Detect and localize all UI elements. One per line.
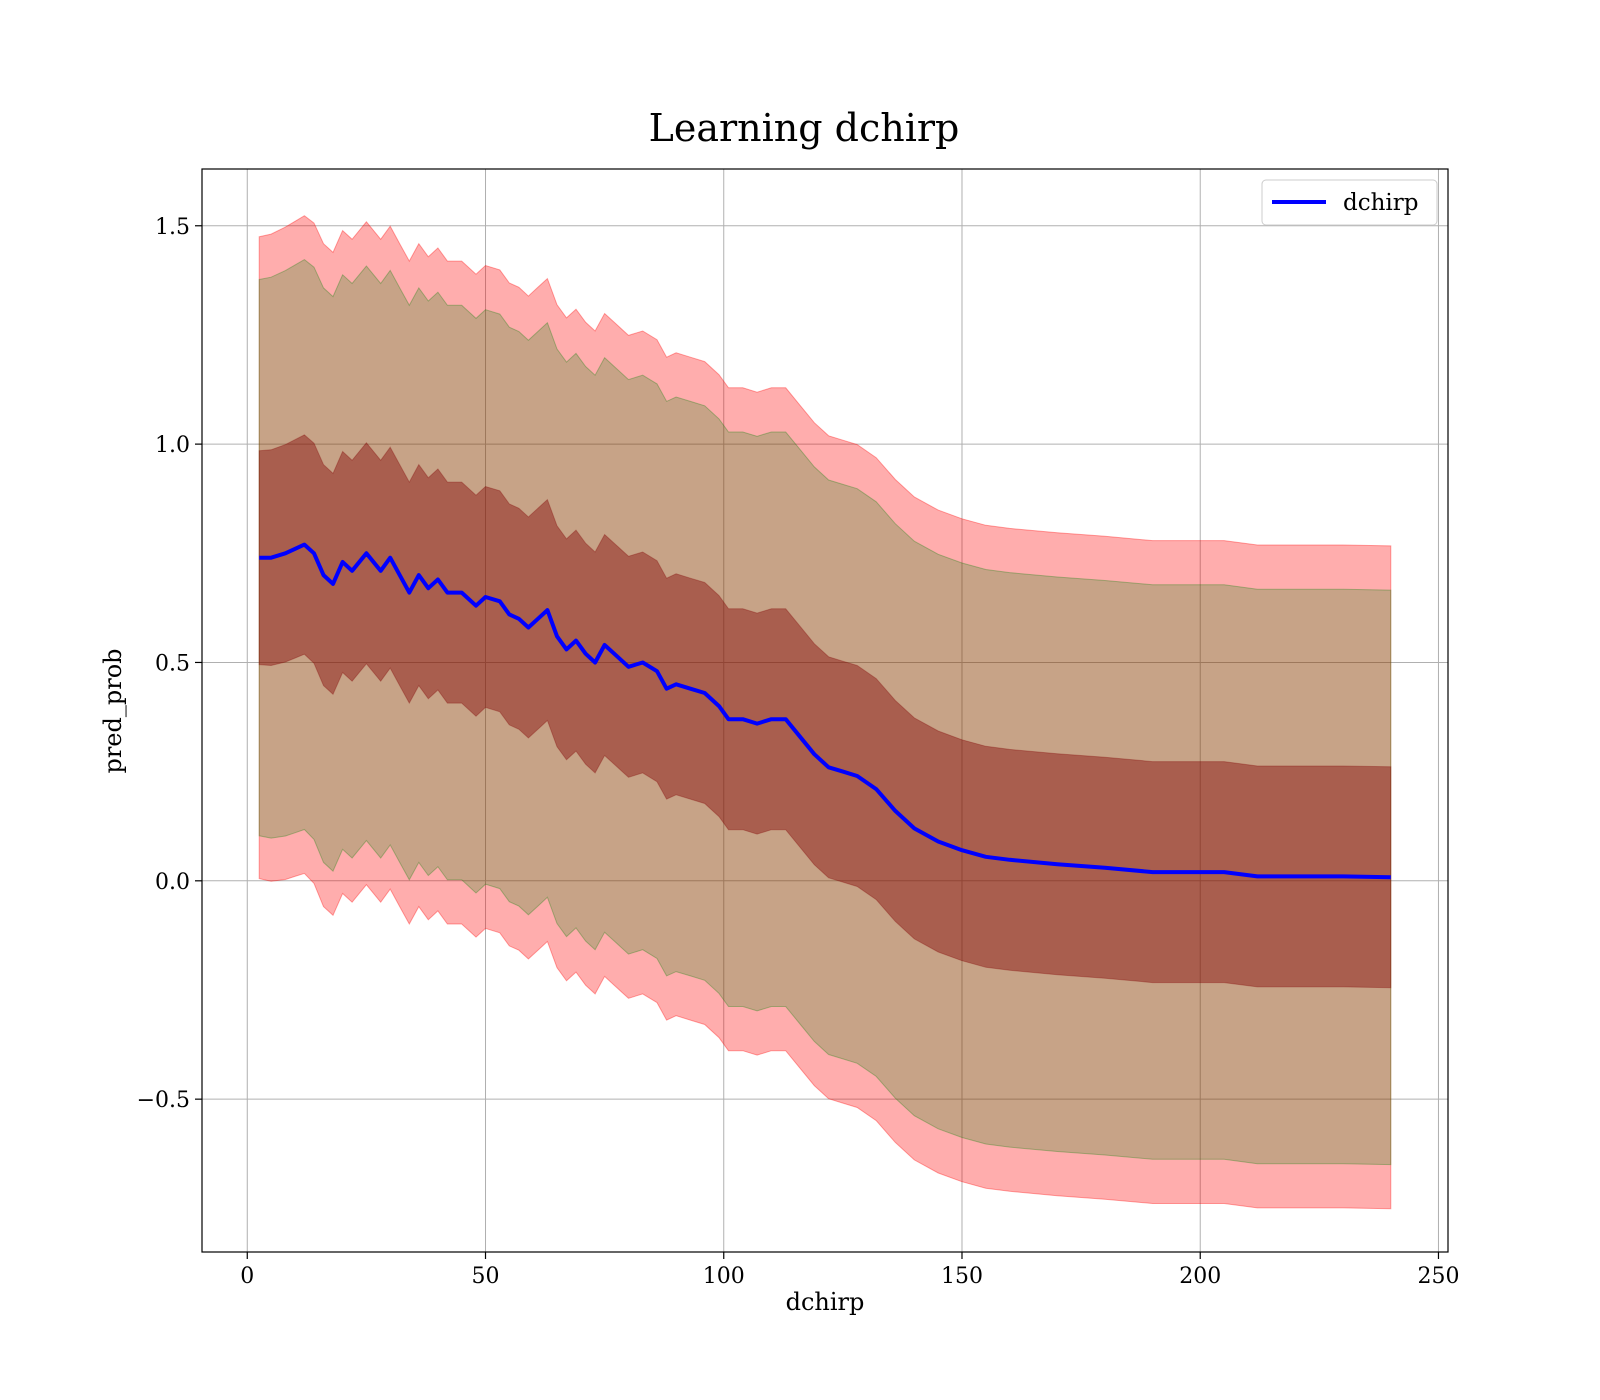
x-tick-label: 200 (1179, 1264, 1221, 1289)
legend-entry-label: dchirp (1343, 190, 1419, 216)
y-tick-label: 1.5 (155, 215, 190, 240)
y-axis-label: pred_prob (99, 648, 127, 773)
std-bands (258, 215, 1392, 1210)
chart-title: Learning dchirp (649, 106, 960, 150)
x-tick-label: 0 (240, 1264, 254, 1289)
series-lines (259, 542, 1391, 880)
x-tick-label: 150 (941, 1264, 983, 1289)
y-tick-label: 1.0 (155, 433, 190, 458)
x-tick-label: 100 (703, 1264, 745, 1289)
band-2sigma (258, 258, 1392, 1166)
band-1sigma (258, 434, 1392, 989)
x-tick-label: 50 (472, 1264, 500, 1289)
band-3sigma (258, 215, 1392, 1210)
axis-ticks: 0 50 100 150 200 250 −0.5 0.0 0.5 1.0 1.5 (137, 215, 1460, 1289)
x-axis-label: dchirp (786, 1288, 865, 1316)
legend: dchirp (1261, 179, 1438, 226)
series-line-dchirp (259, 542, 1391, 880)
y-tick-label: 0.0 (155, 870, 190, 895)
legend-box (1261, 179, 1438, 226)
plot-frame (201, 168, 1449, 1253)
y-tick-label: −0.5 (137, 1088, 190, 1113)
x-tick-label: 250 (1417, 1264, 1459, 1289)
y-tick-label: 0.5 (155, 651, 190, 676)
